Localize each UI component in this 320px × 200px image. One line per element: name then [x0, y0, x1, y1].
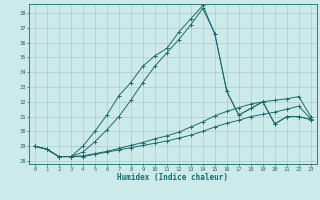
X-axis label: Humidex (Indice chaleur): Humidex (Indice chaleur) — [117, 173, 228, 182]
